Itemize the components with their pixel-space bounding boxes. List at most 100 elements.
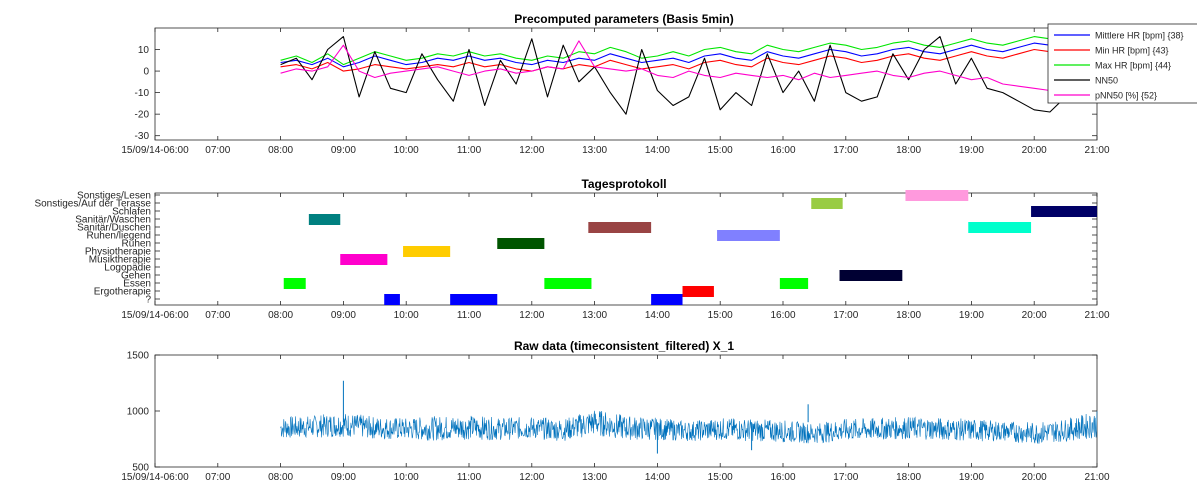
x-tick-label: 07:00: [205, 310, 230, 321]
panel-precomputed: Precomputed parameters (Basis 5min) 10 0 -…: [121, 12, 1197, 156]
series-line: [280, 36, 1098, 115]
legend: Mittlere HR [bpm] {38} Min HR [bpm] {43} M…: [1047, 23, 1197, 104]
y-tick-label: 0: [143, 67, 149, 78]
event-bar: [968, 222, 1032, 233]
category-label: Sonstiges/Auf der Terasse: [34, 199, 151, 210]
panel3-axes: [154, 354, 1098, 468]
event-bar: [839, 270, 903, 281]
x-tick-label: 17:00: [833, 310, 858, 321]
event-bar: [1031, 206, 1097, 217]
event-bar: [651, 294, 683, 305]
x-tick-label: 20:00: [1022, 472, 1047, 483]
legend-box: [1047, 23, 1197, 104]
x-tick-label: 21:00: [1084, 145, 1109, 156]
x-tick-label: 14:00: [645, 310, 670, 321]
x-tick-label: 08:00: [268, 310, 293, 321]
panel3-y-ticks: 1500 1000 500: [127, 351, 1097, 474]
category-label: Sonstiges/Lesen: [77, 191, 151, 202]
panel3-title: Raw data (timeconsistent_filtered) X_1: [514, 339, 734, 353]
category-label: Musiktherapie: [89, 255, 152, 266]
panel3-series: [280, 380, 1098, 454]
event-bar: [497, 238, 545, 249]
signal-line: [280, 410, 1098, 444]
x-tick-label: 19:00: [959, 145, 984, 156]
legend-label: Max HR [bpm] {44}: [1095, 61, 1171, 71]
x-tick-label: 07:00: [205, 145, 230, 156]
x-tick-label: 13:00: [582, 310, 607, 321]
panel1-title: Precomputed parameters (Basis 5min): [514, 12, 733, 26]
x-tick-label: 12:00: [519, 472, 544, 483]
panel2-axes: [154, 192, 1098, 306]
panel-tagesprotokoll: Tagesprotokoll ?ErgotherapieEssenGehenLo…: [34, 177, 1110, 321]
category-label: Gehen: [121, 271, 151, 282]
x-tick-label: 16:00: [770, 472, 795, 483]
event-bar: [717, 230, 780, 241]
x-tick-label: 14:00: [645, 472, 670, 483]
x-tick-label: 13:00: [582, 145, 607, 156]
y-tick-label: -20: [135, 110, 150, 121]
x-tick-label: 19:00: [959, 472, 984, 483]
panel-raw: Raw data (timeconsistent_filtered) X_1 1…: [121, 339, 1110, 483]
panel1-x-ticks: 15/09/14-06:00 07:00 08:00 09:00 10:00 11:00 1…: [121, 28, 1110, 156]
x-tick-label: 08:00: [268, 472, 293, 483]
event-bar: [779, 278, 809, 289]
event-bar: [340, 254, 388, 265]
event-bar: [682, 286, 714, 297]
x-tick-label: 15:00: [708, 310, 733, 321]
category-label: Ergotherapie: [94, 287, 152, 298]
event-bar: [811, 198, 843, 209]
event-bar: [283, 278, 306, 289]
x-tick-label: 15/09/14-06:00: [121, 472, 189, 483]
x-tick-label: 09:00: [331, 472, 356, 483]
legend-items: Mittlere HR [bpm] {38} Min HR [bpm] {43} M…: [1054, 31, 1184, 101]
event-bar: [308, 214, 341, 225]
series-line: [280, 29, 1098, 66]
x-tick-label: 16:00: [770, 145, 795, 156]
y-tick-label: -10: [135, 88, 150, 99]
x-tick-label: 10:00: [394, 145, 419, 156]
x-tick-label: 14:00: [645, 145, 670, 156]
event-bar: [588, 222, 652, 233]
x-tick-label: 19:00: [959, 310, 984, 321]
x-tick-label: 12:00: [519, 310, 544, 321]
event-bar: [450, 294, 498, 305]
x-tick-label: 15/09/14-06:00: [121, 145, 189, 156]
series-line: [280, 40, 1098, 98]
event-bar: [384, 294, 400, 305]
legend-label: Mittlere HR [bpm] {38}: [1095, 31, 1184, 41]
event-bar: [403, 246, 451, 257]
x-tick-label: 09:00: [331, 310, 356, 321]
panel2-events: [283, 190, 1097, 305]
y-tick-label: 1500: [127, 351, 150, 362]
legend-label: NN50: [1095, 76, 1118, 86]
panel2-y-ticks: ?ErgotherapieEssenGehenLogopädieMusikthe…: [34, 191, 1097, 306]
x-tick-label: 07:00: [205, 472, 230, 483]
category-label: Schlafen: [112, 207, 151, 218]
series-line: [280, 33, 1098, 68]
x-tick-label: 18:00: [896, 310, 921, 321]
category-label: Ruhen/liegend: [87, 231, 152, 242]
x-tick-label: 15/09/14-06:00: [121, 310, 189, 321]
category-label: Physiotherapie: [85, 247, 152, 258]
x-tick-label: 11:00: [457, 310, 482, 321]
x-tick-label: 09:00: [331, 145, 356, 156]
x-tick-label: 16:00: [770, 310, 795, 321]
y-tick-label: 500: [132, 463, 149, 474]
x-tick-label: 18:00: [896, 145, 921, 156]
category-label: Essen: [123, 279, 151, 290]
x-tick-label: 11:00: [457, 472, 482, 483]
x-tick-label: 20:00: [1022, 145, 1047, 156]
legend-label: Min HR [bpm] {43}: [1095, 46, 1169, 56]
legend-label: pNN50 [%] {52}: [1095, 91, 1157, 101]
panel1-axes: [154, 27, 1098, 141]
y-tick-label: 10: [138, 45, 150, 56]
x-tick-label: 10:00: [394, 472, 419, 483]
category-label: Logopädie: [104, 263, 151, 274]
x-tick-label: 17:00: [833, 472, 858, 483]
panel3-x-ticks: 15/09/14-06:00 07:00 08:00 09:00 10:00 11:00 1…: [121, 355, 1110, 483]
category-label: Ruhen: [122, 239, 151, 250]
y-tick-label: -30: [135, 131, 150, 142]
event-bar: [544, 278, 592, 289]
x-tick-label: 21:00: [1084, 310, 1109, 321]
